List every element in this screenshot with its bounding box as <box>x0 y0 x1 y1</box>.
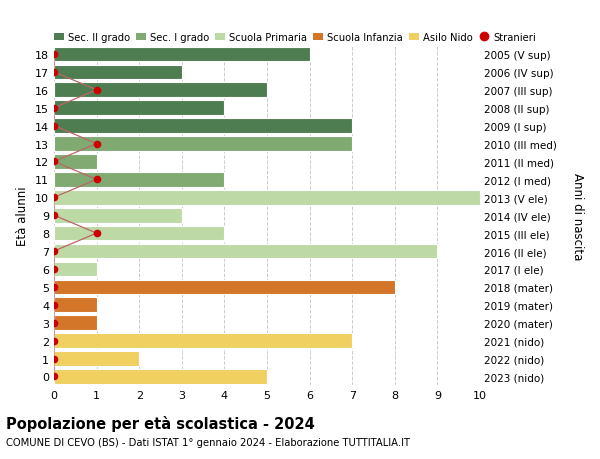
Bar <box>54 190 480 205</box>
Y-axis label: Età alunni: Età alunni <box>16 186 29 246</box>
Bar <box>54 83 267 98</box>
Bar <box>54 262 97 277</box>
Bar <box>54 101 224 116</box>
Bar <box>54 119 352 134</box>
Bar <box>54 316 97 330</box>
Bar <box>54 352 139 366</box>
Text: Popolazione per età scolastica - 2024: Popolazione per età scolastica - 2024 <box>6 415 315 431</box>
Bar <box>54 155 97 169</box>
Bar <box>54 280 395 295</box>
Legend: Sec. II grado, Sec. I grado, Scuola Primaria, Scuola Infanzia, Asilo Nido, Stran: Sec. II grado, Sec. I grado, Scuola Prim… <box>54 33 536 43</box>
Bar <box>54 173 224 187</box>
Bar <box>54 137 352 151</box>
Bar <box>54 334 352 348</box>
Bar <box>54 298 97 313</box>
Y-axis label: Anni di nascita: Anni di nascita <box>571 172 584 259</box>
Bar <box>54 244 437 259</box>
Bar <box>54 65 182 80</box>
Bar <box>54 369 267 384</box>
Bar <box>54 226 224 241</box>
Text: COMUNE DI CEVO (BS) - Dati ISTAT 1° gennaio 2024 - Elaborazione TUTTITALIA.IT: COMUNE DI CEVO (BS) - Dati ISTAT 1° genn… <box>6 437 410 447</box>
Bar <box>54 48 310 62</box>
Bar <box>54 208 182 223</box>
